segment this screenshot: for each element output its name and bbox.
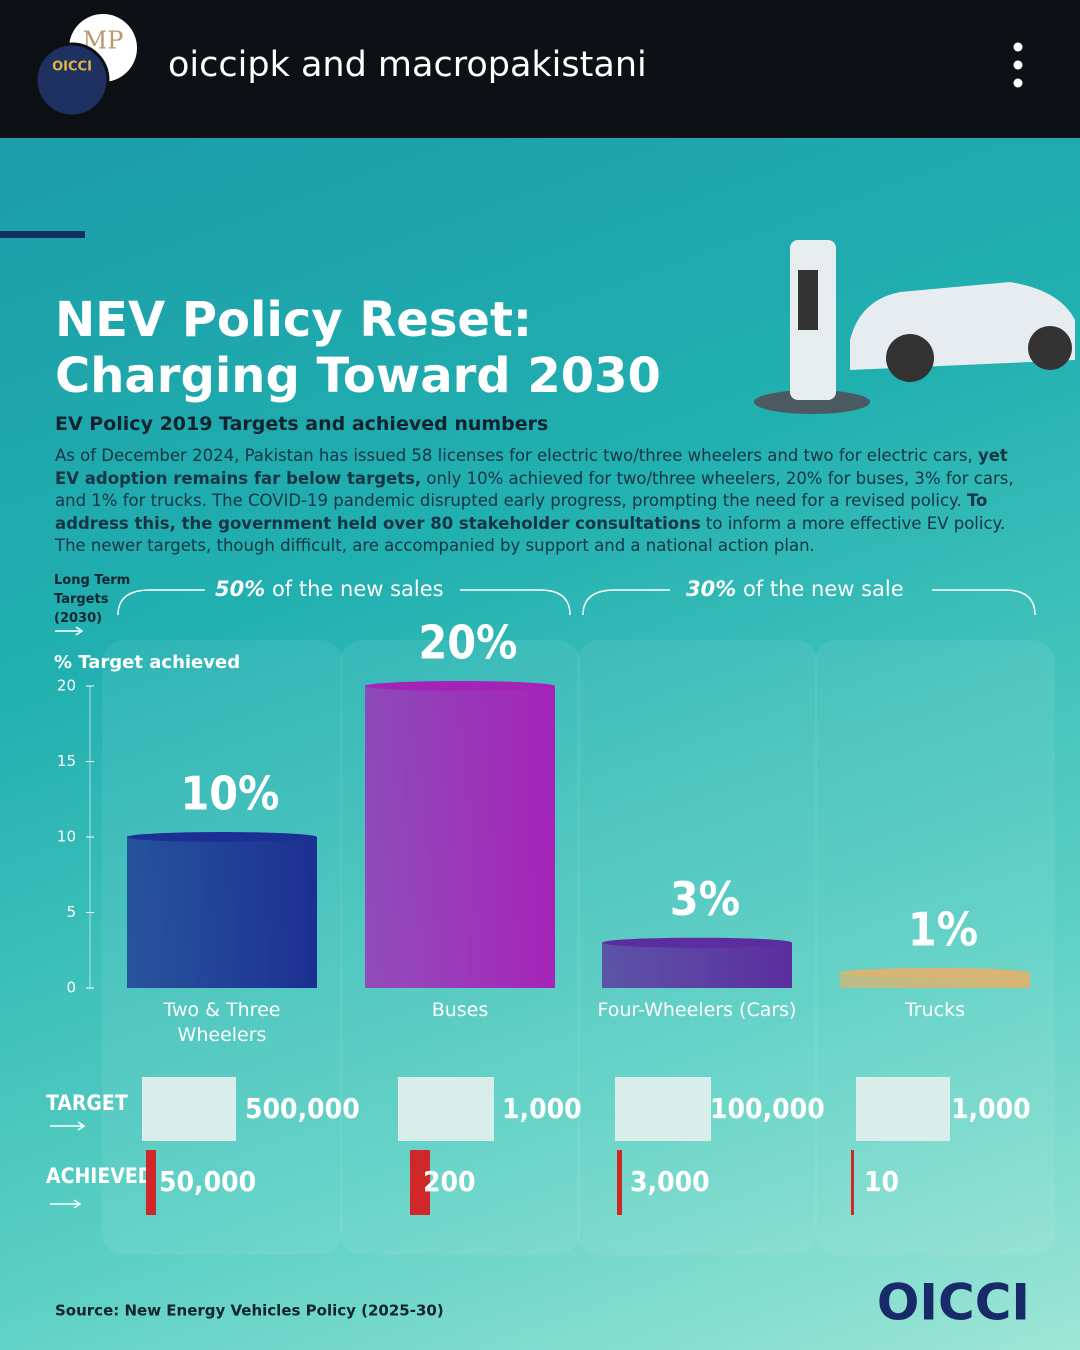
cell: 200 [423,1165,476,1198]
achieved-box [146,1150,156,1215]
cell: 500,000 [245,1092,360,1125]
description-text: As of December 2024, Pakistan has issued… [55,446,978,465]
bracket [117,589,571,616]
category-label: Buses [431,999,489,1021]
y-tick-label: 10 [57,828,76,846]
description-text: only 10% achieved for two/three wheelers… [55,468,1014,511]
bar-top [602,937,792,948]
bar [365,686,555,988]
value-label: 3% [670,872,740,926]
menu-dot[interactable] [1013,60,1023,70]
value-label: 10% [180,767,279,821]
target-group-text: of the new sale [742,577,904,601]
target-group-emphasis: 50% [215,577,266,601]
cell: 3,000 [630,1165,710,1198]
arrow [55,626,84,636]
long-term-label: Long Term Targets (2030) [54,573,131,626]
bar-top [840,967,1030,978]
cell: 100,000 [710,1092,825,1125]
target-group-text: of the new sales [271,577,444,601]
charger-illustration [754,240,1075,414]
y-tick-label: 15 [57,752,76,770]
target-box [856,1077,950,1141]
subtitle: EV Policy 2019 Targets and achieved numb… [55,413,549,435]
target-box [142,1077,236,1141]
avatar-front [34,42,110,118]
logo: OICCI [877,1274,1030,1332]
title-line: Charging Toward 2030 [55,348,661,404]
achieved-box [410,1150,430,1215]
menu-dot[interactable] [1013,42,1023,52]
cell: 50,000 [159,1165,256,1198]
description-text: to inform a more effective EV policy. Th… [55,513,1006,556]
y-axis-label: % Target achieved [54,652,240,673]
category-label: Two & Three Wheelers [163,999,281,1046]
row-label: TARGET [46,1091,128,1115]
category-label: Four-Wheelers (Cars) [597,999,797,1021]
description: As of December 2024, Pakistan has issued… [55,445,1030,558]
arrow [50,1121,86,1209]
row-label: ACHIEVED [46,1164,153,1188]
value-label: 20% [418,616,517,670]
title-line: NEV Policy Reset: [55,292,533,348]
bar [127,837,317,988]
bar-top [127,832,317,842]
avatar-text: OICCI [52,60,92,75]
cell: 10 [864,1165,899,1198]
accent-bar [0,231,85,238]
source: Source: New Energy Vehicles Policy (2025… [55,1302,444,1320]
y-tick-label: 0 [66,979,76,997]
top-bar [0,0,1080,138]
category-label: Trucks [904,999,965,1021]
cell: 1,000 [951,1092,1031,1125]
bar-top [365,681,555,691]
description-bold: yet EV adoption remains far below target… [55,446,1008,488]
target-group: 50% of the new sales [215,577,444,601]
description-bold: To address this, the government held ove… [55,491,988,533]
value-label: 1% [908,902,978,956]
achieved-box [617,1150,622,1215]
bar [602,942,792,988]
target-box [615,1077,711,1141]
title: NEV Policy Reset: Charging Toward 2030 [55,292,661,404]
bracket [582,589,1036,616]
target-group-emphasis: 30% [686,577,737,601]
menu-dot[interactable] [1013,78,1023,88]
y-tick-label: 20 [57,677,76,695]
cell: 1,000 [502,1092,582,1125]
target-group: 30% of the new sale [686,577,904,601]
y-tick-label: 5 [66,903,76,921]
target-box [398,1077,494,1141]
username: oiccipk and macropakistani [168,45,647,85]
achieved-box [851,1150,854,1215]
